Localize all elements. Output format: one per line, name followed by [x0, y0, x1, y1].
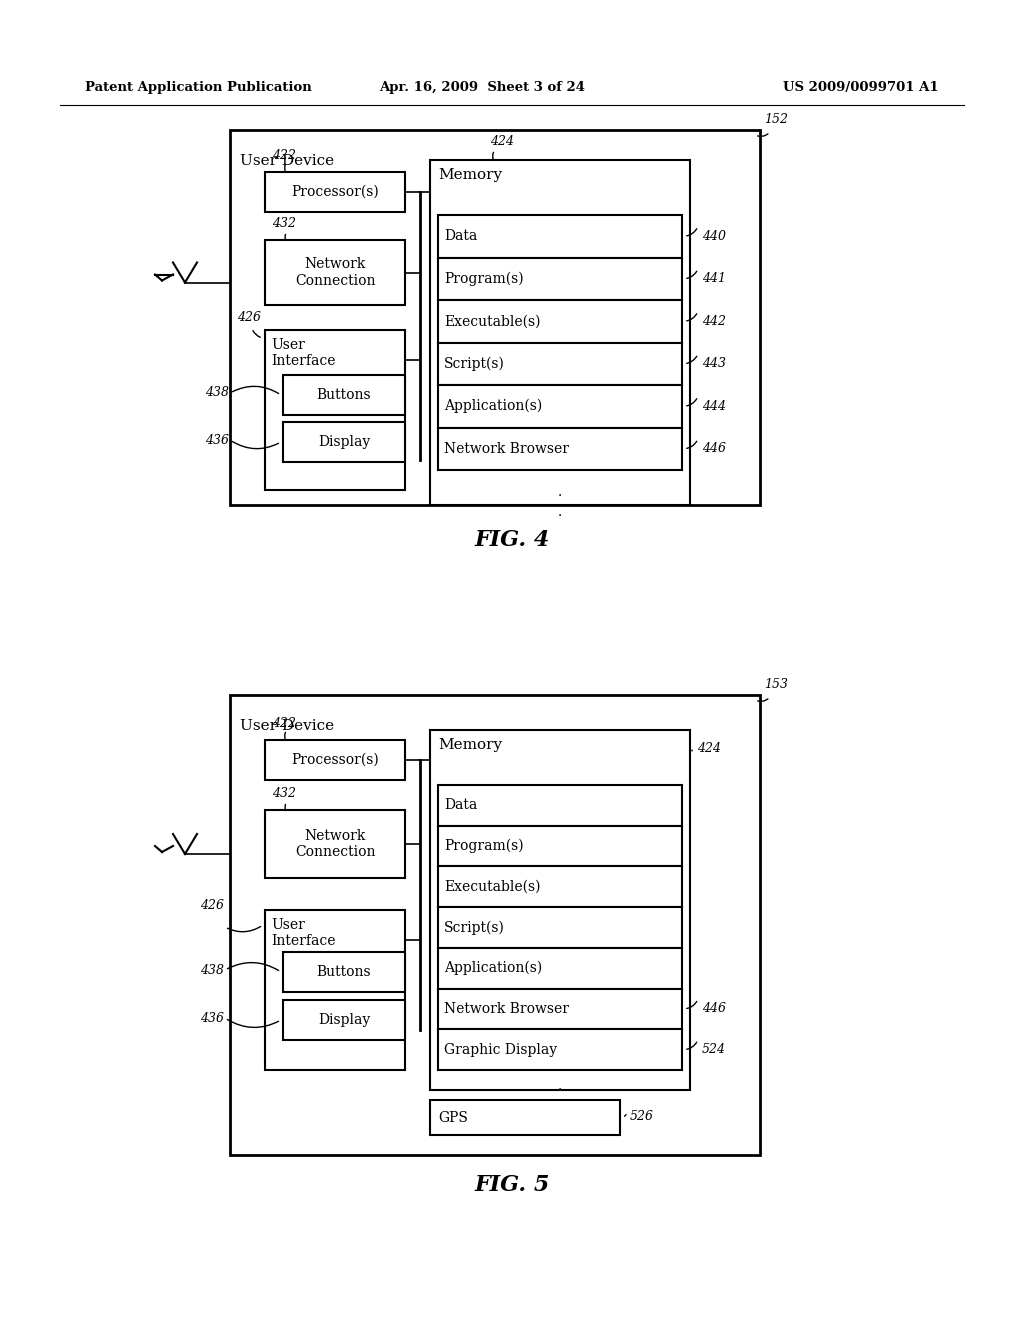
Text: 524: 524	[702, 1043, 726, 1056]
Text: Executable(s): Executable(s)	[444, 314, 541, 329]
Bar	[265, 909, 406, 1071]
Text: 424: 424	[490, 135, 514, 148]
Text: User
Interface: User Interface	[271, 917, 336, 948]
Text: Program(s): Program(s)	[444, 272, 523, 286]
Text: FIG. 5: FIG. 5	[474, 1173, 550, 1196]
Text: Program(s): Program(s)	[444, 840, 523, 853]
Text: Processor(s): Processor(s)	[291, 752, 379, 767]
Bar	[438, 989, 682, 1030]
Text: Apr. 16, 2009  Sheet 3 of 24: Apr. 16, 2009 Sheet 3 of 24	[379, 82, 585, 95]
Text: 422: 422	[272, 149, 296, 162]
Bar	[438, 342, 682, 385]
Bar	[283, 952, 406, 993]
Bar	[438, 1030, 682, 1071]
Text: 436: 436	[205, 433, 229, 446]
Text: Display: Display	[317, 436, 370, 449]
Text: Data: Data	[444, 799, 477, 812]
Bar	[283, 422, 406, 462]
Text: 443: 443	[702, 358, 726, 370]
Text: Processor(s): Processor(s)	[291, 185, 379, 199]
Bar	[230, 696, 760, 1155]
Text: 426: 426	[237, 312, 261, 323]
Bar	[283, 375, 406, 414]
Text: 440: 440	[702, 230, 726, 243]
Text: Network
Connection: Network Connection	[295, 257, 375, 288]
Bar	[438, 215, 682, 257]
Bar	[438, 385, 682, 428]
Text: 153: 153	[764, 678, 788, 690]
Text: .
.: . .	[558, 484, 562, 519]
Text: User Device: User Device	[240, 719, 334, 733]
Text: 436: 436	[200, 1011, 224, 1024]
Text: Application(s): Application(s)	[444, 399, 543, 413]
Text: 422: 422	[272, 717, 296, 730]
Bar	[438, 948, 682, 989]
Text: Network
Connection: Network Connection	[295, 829, 375, 859]
Bar	[230, 129, 760, 506]
Text: 441: 441	[702, 272, 726, 285]
Text: 432: 432	[272, 216, 296, 230]
Text: 152: 152	[764, 114, 788, 125]
Text: Buttons: Buttons	[316, 965, 372, 979]
Text: User
Interface: User Interface	[271, 338, 336, 368]
Text: 446: 446	[702, 442, 726, 455]
Bar	[430, 160, 690, 506]
Bar	[265, 810, 406, 878]
Text: 438: 438	[200, 964, 224, 977]
Text: 424: 424	[697, 742, 721, 755]
Bar	[438, 907, 682, 948]
Bar	[438, 257, 682, 300]
Text: Script(s): Script(s)	[444, 356, 505, 371]
Bar	[283, 1001, 406, 1040]
Text: 444: 444	[702, 400, 726, 413]
Text: Network Browser: Network Browser	[444, 1002, 569, 1016]
Text: 442: 442	[702, 314, 726, 327]
Bar	[265, 172, 406, 213]
Text: 526: 526	[630, 1110, 654, 1123]
Text: Patent Application Publication: Patent Application Publication	[85, 82, 311, 95]
Text: Executable(s): Executable(s)	[444, 880, 541, 894]
Text: Network Browser: Network Browser	[444, 442, 569, 455]
Bar	[430, 1100, 620, 1135]
Text: Buttons: Buttons	[316, 388, 372, 403]
Text: 446: 446	[702, 1002, 726, 1015]
Text: GPS: GPS	[438, 1110, 468, 1125]
Bar	[265, 240, 406, 305]
Text: 426: 426	[200, 899, 224, 912]
Text: Graphic Display: Graphic Display	[444, 1043, 557, 1056]
Bar	[265, 741, 406, 780]
Bar	[438, 300, 682, 342]
Text: .
.: . .	[558, 1060, 562, 1093]
Text: Script(s): Script(s)	[444, 920, 505, 935]
Text: User Device: User Device	[240, 154, 334, 168]
Text: FIG. 4: FIG. 4	[474, 529, 550, 550]
Text: 432: 432	[272, 787, 296, 800]
Bar	[438, 785, 682, 826]
Bar	[438, 866, 682, 907]
Bar	[430, 730, 690, 1090]
Text: US 2009/0099701 A1: US 2009/0099701 A1	[783, 82, 939, 95]
Bar	[265, 330, 406, 490]
Text: Application(s): Application(s)	[444, 961, 543, 975]
Bar	[438, 826, 682, 866]
Text: Memory: Memory	[438, 738, 502, 752]
Text: Data: Data	[444, 230, 477, 243]
Text: Display: Display	[317, 1012, 370, 1027]
Text: Memory: Memory	[438, 168, 502, 182]
Text: 438: 438	[205, 387, 229, 400]
Bar	[438, 428, 682, 470]
